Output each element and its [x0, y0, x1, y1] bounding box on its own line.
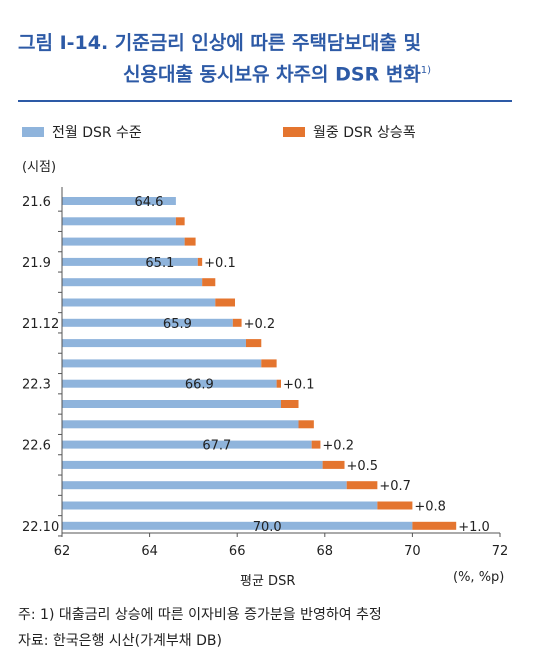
source-note: 자료: 한국은행 시산(가계부채 DB) — [18, 633, 222, 649]
y-tick-label: 21.6 — [22, 195, 51, 210]
bar-increase — [261, 359, 277, 368]
bar-base — [62, 481, 347, 490]
bar-increase — [346, 481, 378, 490]
legend-item-increase: 월중 DSR 상승폭 — [283, 122, 416, 142]
bar-base — [62, 257, 198, 266]
legend-label-base: 전월 DSR 수준 — [52, 125, 142, 141]
title-footnote-mark: 1) — [420, 65, 432, 76]
bar-base — [62, 298, 216, 307]
bar-increase — [175, 217, 185, 226]
increase-label: +0.5 — [347, 459, 379, 474]
figure-title: 그림 Ⅰ-14. 기준금리 인상에 따른 주택담보대출 및 신용대출 동시보유 … — [18, 30, 518, 88]
x-tick-label: 66 — [229, 544, 246, 559]
bar-increase — [232, 318, 242, 327]
bar-increase — [412, 521, 457, 530]
bar-increase — [197, 257, 203, 266]
bar-base — [62, 237, 185, 246]
title-line-2-text: 신용대출 동시보유 차주의 DSR 변화 — [123, 63, 421, 86]
data-label: 65.9 — [163, 317, 192, 332]
bar-base — [62, 379, 277, 388]
x-tick-label: 68 — [317, 544, 334, 559]
title-divider — [18, 100, 512, 102]
title-line-1: 그림 Ⅰ-14. 기준금리 인상에 따른 주택담보대출 및 — [18, 32, 421, 54]
bar-base — [62, 197, 176, 205]
bar-base — [62, 359, 262, 368]
increase-label: +0.8 — [414, 500, 446, 515]
y-tick-label: 21.9 — [22, 256, 51, 271]
increase-label: +0.1 — [204, 256, 236, 271]
bar-increase — [298, 420, 314, 429]
data-label: 64.6 — [134, 195, 163, 210]
y-tick-label: 22.3 — [22, 378, 51, 393]
legend-swatch-increase — [283, 127, 305, 137]
increase-label: +0.7 — [379, 479, 411, 494]
bar-base — [62, 440, 312, 449]
x-axis-unit: (%, %p) — [453, 570, 505, 585]
bar-increase — [281, 400, 299, 408]
y-axis-label: (시점) — [22, 160, 57, 175]
bar-base — [62, 501, 378, 510]
x-tick-label: 62 — [54, 544, 71, 559]
x-axis-title: 평균 DSR — [240, 574, 296, 589]
data-label: 66.9 — [185, 378, 214, 393]
bar-increase — [322, 460, 345, 469]
bar-increase — [202, 278, 216, 287]
bar-base — [62, 460, 323, 469]
title-line-2: 신용대출 동시보유 차주의 DSR 변화1) — [18, 57, 518, 88]
y-tick-label: 22.10 — [22, 520, 59, 535]
y-tick-label: 21.12 — [22, 317, 59, 332]
bar-base — [62, 420, 299, 429]
data-label: 67.7 — [202, 439, 231, 454]
increase-label: +0.1 — [283, 378, 315, 393]
bar-increase — [276, 379, 281, 388]
x-tick-label: 70 — [404, 544, 421, 559]
footnote: 주: 1) 대출금리 상승에 따른 이자비용 증가분을 반영하여 추정 — [18, 607, 382, 623]
legend-swatch-base — [22, 127, 44, 137]
x-tick-label: 64 — [141, 544, 158, 559]
increase-label: +1.0 — [458, 520, 490, 535]
bar-base — [62, 318, 233, 327]
bar-increase — [311, 440, 321, 449]
bar-increase — [245, 339, 262, 348]
bar-increase — [215, 298, 236, 307]
bar-base — [62, 278, 203, 287]
bar-base — [62, 521, 413, 530]
legend-label-increase: 월중 DSR 상승폭 — [313, 125, 416, 141]
bar-increase — [184, 237, 196, 246]
bar-increase — [377, 501, 413, 510]
bar-base — [62, 339, 246, 348]
data-label: 70.0 — [253, 520, 282, 535]
x-tick-label: 72 — [492, 544, 509, 559]
bar-base — [62, 217, 176, 226]
increase-label: +0.2 — [322, 439, 354, 454]
data-label: 65.1 — [145, 256, 174, 271]
legend-item-base: 전월 DSR 수준 — [22, 122, 142, 142]
y-tick-label: 22.6 — [22, 439, 51, 454]
bar-base — [62, 400, 281, 408]
increase-label: +0.2 — [244, 317, 276, 332]
